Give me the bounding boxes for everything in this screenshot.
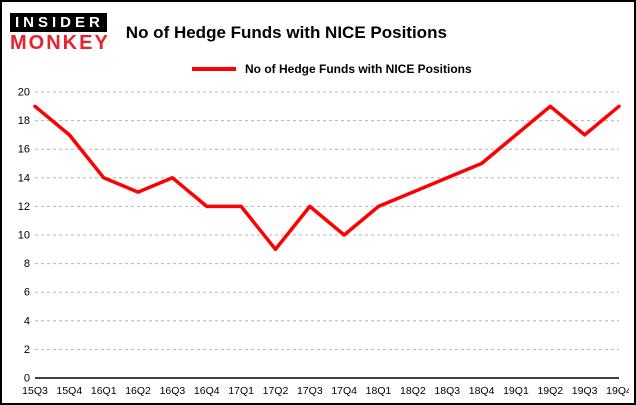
- x-tick-label: 18Q2: [400, 385, 426, 397]
- x-tick-label: 17Q4: [331, 385, 357, 397]
- y-tick-label: 6: [24, 287, 30, 299]
- logo-insider-text: INSIDER: [10, 13, 107, 32]
- x-tick-label: 16Q1: [91, 385, 117, 397]
- x-tick-label: 16Q4: [194, 385, 220, 397]
- chart-title: No of Hedge Funds with NICE Positions: [125, 23, 447, 42]
- chart-header: INSIDER MONKEY No of Hedge Funds with NI…: [2, 2, 634, 58]
- x-tick-label: 17Q1: [228, 385, 254, 397]
- y-tick-label: 8: [24, 258, 30, 270]
- x-tick-label: 18Q4: [469, 385, 495, 397]
- x-tick-label: 17Q3: [297, 385, 323, 397]
- y-tick-label: 20: [18, 87, 30, 99]
- y-tick-label: 12: [18, 201, 30, 213]
- legend-line-swatch: [192, 67, 236, 71]
- y-tick-label: 10: [18, 230, 30, 242]
- x-tick-label: 19Q4: [606, 385, 629, 397]
- insider-monkey-logo: INSIDER MONKEY: [10, 13, 110, 53]
- x-tick-label: 19Q3: [572, 385, 598, 397]
- y-tick-label: 2: [24, 344, 30, 356]
- x-tick-label: 16Q3: [160, 385, 186, 397]
- x-tick-label: 18Q3: [434, 385, 460, 397]
- x-tick-label: 19Q1: [503, 385, 529, 397]
- y-tick-label: 16: [18, 144, 30, 156]
- series-line: [33, 104, 621, 252]
- hedge-funds-line-chart: 0 2 4 6 8 10 12 14 16 18 20 15Q3 15Q4 16Q1 16Q2 16Q3 16Q…: [18, 87, 629, 398]
- x-tick-label: 15Q3: [22, 385, 48, 397]
- x-tick-label: 16Q2: [125, 385, 151, 397]
- x-tick-label: 18Q1: [366, 385, 392, 397]
- y-tick-label: 18: [18, 115, 30, 127]
- x-tick-label: 19Q2: [537, 385, 563, 397]
- x-tick-label: 17Q2: [263, 385, 289, 397]
- y-tick-label: 0: [24, 373, 30, 385]
- x-tick-label: 15Q4: [57, 385, 83, 397]
- chart-legend: No of Hedge Funds with NICE Positions: [2, 58, 634, 80]
- y-tick-label: 4: [24, 315, 30, 327]
- logo-monkey-text: MONKEY: [10, 32, 110, 54]
- legend-label: No of Hedge Funds with NICE Positions: [245, 62, 472, 76]
- y-tick-label: 14: [18, 172, 30, 184]
